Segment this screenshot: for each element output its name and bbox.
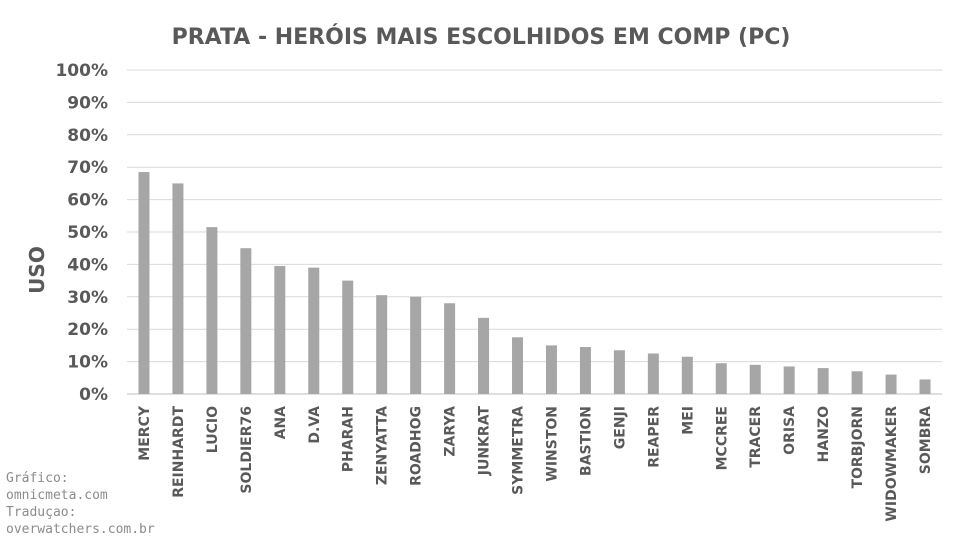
- bar-sombra: [919, 379, 931, 394]
- x-tick-label: ORISA: [782, 406, 798, 455]
- bar-tracer: [749, 364, 761, 394]
- x-tick-label: REINHARDT: [171, 406, 187, 498]
- bar-soldier76: [240, 248, 252, 394]
- credit-chart-source: omnicmeta.com: [6, 488, 108, 503]
- x-tick-label: LUCIO: [205, 406, 221, 453]
- x-tick-label: MERCY: [137, 405, 153, 461]
- y-tick-label: 90%: [67, 93, 108, 113]
- x-tick-label: WIDOWMAKER: [884, 406, 900, 522]
- y-tick-label: 20%: [67, 320, 108, 340]
- y-tick-label: 70%: [67, 158, 108, 178]
- bar-mei: [681, 356, 693, 394]
- bar-mccree: [715, 363, 727, 394]
- bar-hanzo: [817, 368, 829, 394]
- bar-reaper: [647, 353, 659, 394]
- x-tick-label: PHARAH: [341, 406, 357, 472]
- x-tick-label: SOMBRA: [918, 406, 934, 474]
- bar-mercy: [138, 172, 150, 394]
- x-tick-label: D.VA: [307, 406, 323, 444]
- y-tick-label: 50%: [67, 223, 108, 243]
- credit-translation-label: Traduçao:: [6, 505, 77, 520]
- x-tick-label: HANZO: [816, 406, 832, 462]
- x-tick-label: WINSTON: [544, 406, 560, 482]
- x-tick-label: ZENYATTA: [375, 406, 391, 485]
- bars: [138, 172, 931, 394]
- bar-widowmaker: [885, 374, 897, 394]
- bar-ana: [274, 266, 286, 394]
- bar-winston: [545, 345, 557, 394]
- bar-genji: [613, 350, 625, 394]
- x-tick-label: GENJI: [612, 406, 628, 449]
- y-tick-label: 0%: [79, 385, 108, 405]
- y-tick-label: 40%: [67, 255, 108, 275]
- x-tick-label: ROADHOG: [409, 406, 425, 486]
- gridlines: [127, 69, 942, 395]
- bar-bastion: [579, 347, 591, 394]
- bar-roadhog: [410, 296, 422, 394]
- y-axis-ticks: 0% 10% 20% 30% 40% 50% 60% 70% 80% 90% 100%: [55, 61, 108, 405]
- x-tick-label: SOLDIER76: [239, 406, 255, 494]
- x-tick-label: JUNKRAT: [477, 406, 493, 477]
- y-tick-label: 100%: [55, 61, 108, 81]
- x-tick-label: REAPER: [646, 406, 662, 468]
- bar-junkrat: [478, 317, 490, 394]
- y-tick-label: 30%: [67, 288, 108, 308]
- credit-translation-source: overwatchers.com.br: [6, 522, 155, 537]
- y-tick-label: 10%: [67, 353, 108, 373]
- x-tick-label: TORBJORN: [850, 406, 866, 489]
- x-tick-label: TRACER: [748, 406, 764, 468]
- y-tick-label: 60%: [67, 191, 108, 211]
- x-tick-label: SYMMETRA: [511, 406, 527, 495]
- x-tick-label: MCCREE: [714, 406, 730, 470]
- y-tick-label: 80%: [67, 126, 108, 146]
- chart-title: PRATA - HERÓIS MAIS ESCOLHIDOS EM COMP (…: [172, 24, 791, 50]
- credit-chart-label: Gráfico:: [6, 471, 69, 486]
- bar-dva: [308, 267, 320, 394]
- bar-orisa: [783, 366, 795, 394]
- x-tick-label: MEI: [680, 406, 696, 435]
- x-axis-ticks: MERCY REINHARDT LUCIO SOLDIER76 ANA D.VA PHARA…: [137, 405, 934, 521]
- x-tick-label: BASTION: [578, 406, 594, 476]
- y-axis-label: USO: [25, 246, 49, 294]
- bar-reinhardt: [172, 183, 184, 394]
- x-tick-label: ZARYA: [443, 406, 459, 457]
- bar-pharah: [342, 280, 354, 394]
- bar-lucio: [206, 227, 218, 394]
- bar-torbjorn: [851, 371, 863, 394]
- bar-symmetra: [512, 337, 524, 394]
- credits: Gráfico: omnicmeta.com Traduçao: overwat…: [6, 470, 155, 538]
- bar-zarya: [444, 303, 456, 394]
- x-tick-label: ANA: [273, 406, 289, 440]
- bar-zenyatta: [376, 295, 388, 394]
